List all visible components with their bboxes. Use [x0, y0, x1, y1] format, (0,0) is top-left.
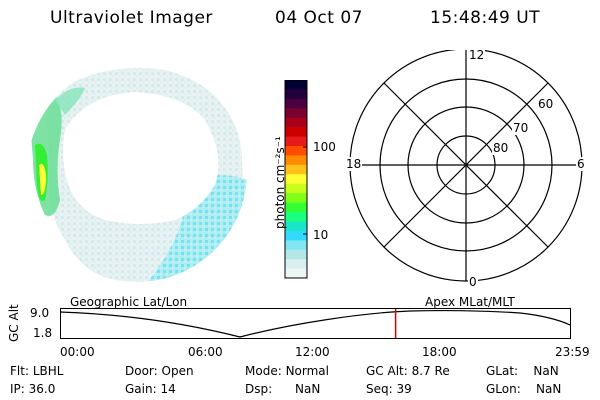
lat-label-60: 60	[537, 97, 555, 111]
geographic-label: Geographic Lat/Lon	[70, 295, 188, 309]
colorbar-segment	[285, 230, 307, 241]
colorbar-segment	[285, 202, 307, 213]
dsp-field: Dsp: NaN	[245, 382, 320, 396]
colorbar-tick-100: 100	[313, 140, 336, 154]
colorbar-segment	[285, 268, 307, 279]
door-value: Open	[161, 364, 194, 378]
gain-value: 14	[160, 382, 176, 396]
gc-alt-axis-label: GC Alt	[7, 304, 21, 342]
lat-label-70: 70	[512, 121, 530, 135]
door-field: Door: Open	[125, 364, 194, 378]
colorbar-segment	[285, 164, 307, 175]
glat-value: NaN	[533, 364, 559, 378]
gc-alt-label: GC Alt:	[366, 364, 408, 378]
time-tick-2359: 23:59	[555, 345, 590, 359]
dsp-value: NaN	[295, 382, 321, 396]
altitude-timeline	[60, 308, 571, 339]
colorbar-segment	[285, 183, 307, 194]
colorbar-segment	[285, 212, 307, 222]
colorbar-segment	[285, 249, 307, 260]
mlt-label-18: 18	[345, 157, 363, 171]
glon-label: GLon:	[486, 382, 521, 396]
colorbar-segment	[285, 98, 307, 109]
auroral-image	[30, 68, 247, 282]
colorbar-segment	[285, 117, 307, 128]
mlt-label-12: 12	[468, 48, 486, 62]
gain-field: Gain: 14	[125, 382, 176, 396]
colorbar-segment	[285, 146, 307, 156]
time-tick-1800: 18:00	[422, 345, 457, 359]
time-label: 15:48:49 UT	[430, 8, 541, 28]
instrument-title: Ultraviolet Imager	[50, 8, 213, 28]
colorbar-segment	[285, 174, 307, 185]
colorbar-segment	[285, 155, 307, 166]
ip-field: IP: 36.0	[10, 382, 55, 396]
colorbar-segment	[285, 259, 307, 270]
mlt-label-6: 6	[576, 157, 586, 171]
gc-alt-value: 8.7 Re	[411, 364, 450, 378]
glon-field: GLon: NaN	[486, 382, 561, 396]
mode-value: Normal	[285, 364, 329, 378]
polar-plot	[349, 50, 583, 282]
colorbar-segment	[285, 240, 307, 251]
ip-value: 36.0	[28, 382, 56, 396]
colorbar-segment	[285, 221, 307, 232]
time-tick-0600: 06:00	[188, 345, 223, 359]
door-label: Door:	[125, 364, 158, 378]
glat-field: GLat: NaN	[486, 364, 559, 378]
colorbar	[284, 80, 308, 279]
lat-label-80: 80	[492, 141, 510, 155]
mode-field: Mode: Normal	[245, 364, 329, 378]
glon-value: NaN	[536, 382, 562, 396]
seq-value: 39	[396, 382, 412, 396]
glat-label: GLat:	[486, 364, 519, 378]
gc-alt-field: GC Alt: 8.7 Re	[366, 364, 450, 378]
colorbar-segment	[285, 127, 307, 138]
colorbar-segment	[285, 108, 307, 119]
polar-diagonal-2	[383, 82, 549, 248]
colorbar-segment	[285, 193, 307, 204]
ip-label: IP:	[10, 382, 25, 396]
filter-value: LBHL	[32, 364, 64, 378]
colorbar-unit-label: photon cm⁻²s⁻¹	[273, 136, 287, 229]
filter-label: Flt:	[10, 364, 29, 378]
mlt-label-0: 0	[468, 275, 478, 289]
altitude-curve	[60, 310, 571, 338]
seq-field: Seq: 39	[366, 382, 412, 396]
date-label: 04 Oct 07	[275, 8, 363, 28]
apex-label: Apex MLat/MLT	[425, 295, 515, 309]
filter-field: Flt: LBHL	[10, 364, 63, 378]
time-tick-0000: 00:00	[60, 345, 95, 359]
alt-tick-1-8: 1.8	[33, 326, 53, 340]
dsp-label: Dsp:	[245, 382, 273, 396]
colorbar-segment	[285, 136, 307, 147]
colorbar-tick-10: 10	[313, 228, 329, 242]
colorbar-segment	[285, 89, 307, 100]
gain-label: Gain:	[125, 382, 157, 396]
alt-tick-9: 9.0	[30, 306, 50, 320]
time-tick-1200: 12:00	[295, 345, 330, 359]
colorbar-segment	[285, 80, 307, 90]
mode-label: Mode:	[245, 364, 282, 378]
seq-label: Seq:	[366, 382, 393, 396]
